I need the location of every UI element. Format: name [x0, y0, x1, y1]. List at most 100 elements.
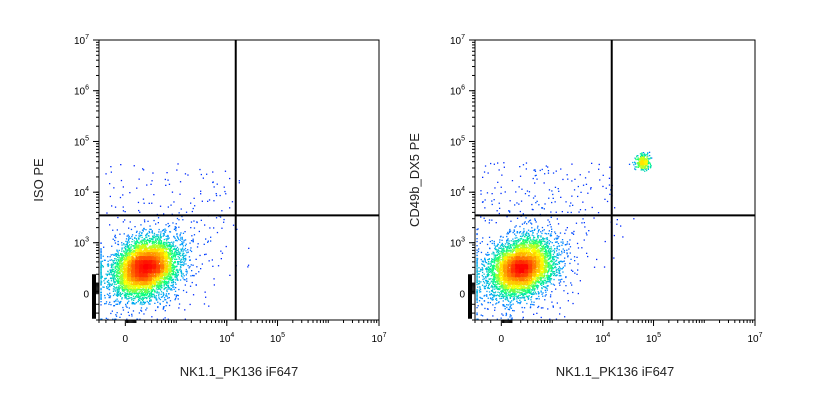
event-dot — [178, 238, 180, 241]
event-dot — [134, 285, 136, 288]
event-dot — [140, 296, 142, 298]
event-dot — [164, 228, 166, 230]
event-dot — [169, 242, 171, 244]
event-dot — [120, 179, 123, 182]
event-dot — [162, 292, 164, 294]
event-dot — [175, 248, 177, 251]
event-dot — [100, 270, 102, 272]
event-dot — [157, 240, 160, 242]
event-dot — [113, 269, 115, 271]
event-dot — [169, 262, 171, 265]
event-dot — [181, 263, 183, 266]
event-dot — [133, 240, 135, 242]
event-dot — [152, 282, 154, 284]
event-dot — [175, 283, 177, 285]
event-dot — [163, 288, 165, 291]
event-dot — [100, 277, 102, 280]
event-dot — [124, 295, 126, 297]
event-dot — [147, 288, 150, 290]
event-dot — [146, 184, 148, 186]
event-dot — [201, 263, 203, 265]
event-dot — [112, 238, 114, 240]
event-dot — [170, 269, 172, 272]
event-dot — [111, 205, 113, 207]
event-dot — [131, 303, 133, 305]
event-dot — [171, 285, 173, 287]
event-dot — [136, 288, 138, 290]
event-dot — [137, 294, 140, 297]
event-dot — [221, 252, 224, 254]
event-dot — [174, 262, 177, 264]
event-dot — [166, 276, 168, 278]
event-dot — [181, 273, 183, 275]
event-dot — [151, 296, 153, 298]
event-dot — [154, 297, 157, 299]
event-dot — [175, 266, 177, 268]
event-dot — [149, 297, 151, 300]
event-dot — [106, 287, 109, 290]
event-dot — [131, 294, 133, 296]
event-dot — [155, 223, 157, 225]
event-dot — [129, 290, 131, 292]
event-dot — [124, 211, 126, 213]
event-dot — [232, 224, 235, 226]
event-dot — [165, 293, 168, 295]
event-dot — [142, 198, 145, 200]
event-dot — [169, 249, 171, 251]
event-dot — [122, 194, 124, 196]
event-dot — [164, 245, 166, 247]
event-dot — [101, 260, 104, 262]
event-dot — [146, 256, 148, 258]
event-dot — [116, 291, 118, 294]
event-dot — [164, 248, 166, 250]
event-dot — [133, 269, 135, 271]
event-dot — [161, 245, 163, 247]
event-dot — [164, 178, 166, 181]
event-dot — [177, 248, 180, 250]
event-dot — [180, 270, 182, 272]
event-dot — [144, 242, 146, 245]
event-dot — [169, 245, 171, 247]
event-dot — [105, 302, 107, 305]
event-dot — [132, 286, 134, 288]
event-dot — [160, 286, 162, 288]
event-dot — [167, 253, 169, 256]
event-dot — [136, 240, 139, 242]
event-dot — [151, 284, 153, 286]
event-dot — [174, 256, 176, 258]
event-dot — [213, 278, 215, 280]
event-dot — [164, 257, 166, 259]
event-dot — [219, 194, 221, 197]
event-dot — [210, 236, 212, 238]
event-dot — [158, 228, 160, 231]
event-dot — [119, 301, 121, 303]
event-dot — [121, 264, 123, 267]
event-dot — [135, 302, 137, 304]
event-dot — [177, 271, 179, 273]
event-dot — [180, 248, 182, 250]
event-dot — [158, 270, 160, 272]
event-dot — [196, 246, 199, 248]
event-dot — [157, 239, 159, 241]
event-dot — [148, 294, 151, 296]
event-dot — [130, 292, 132, 294]
event-dot — [121, 297, 123, 299]
event-dot — [172, 255, 174, 257]
event-dot — [145, 290, 147, 293]
event-dot — [144, 291, 146, 294]
event-dot — [166, 172, 168, 174]
event-dot — [100, 294, 102, 296]
event-dot — [172, 244, 174, 246]
event-dot — [121, 263, 123, 265]
event-dot — [145, 236, 147, 239]
event-dot — [105, 277, 107, 279]
event-dot — [152, 289, 154, 291]
event-dot — [127, 248, 130, 250]
event-dot — [100, 304, 102, 306]
event-dot — [148, 230, 150, 233]
event-dot — [183, 278, 185, 281]
event-dot — [116, 312, 118, 314]
event-dot — [146, 300, 148, 303]
event-dot — [148, 235, 150, 237]
event-dot — [177, 236, 179, 239]
